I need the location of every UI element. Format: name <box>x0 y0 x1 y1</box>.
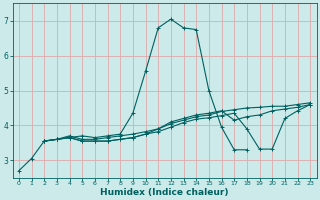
X-axis label: Humidex (Indice chaleur): Humidex (Indice chaleur) <box>100 188 229 197</box>
